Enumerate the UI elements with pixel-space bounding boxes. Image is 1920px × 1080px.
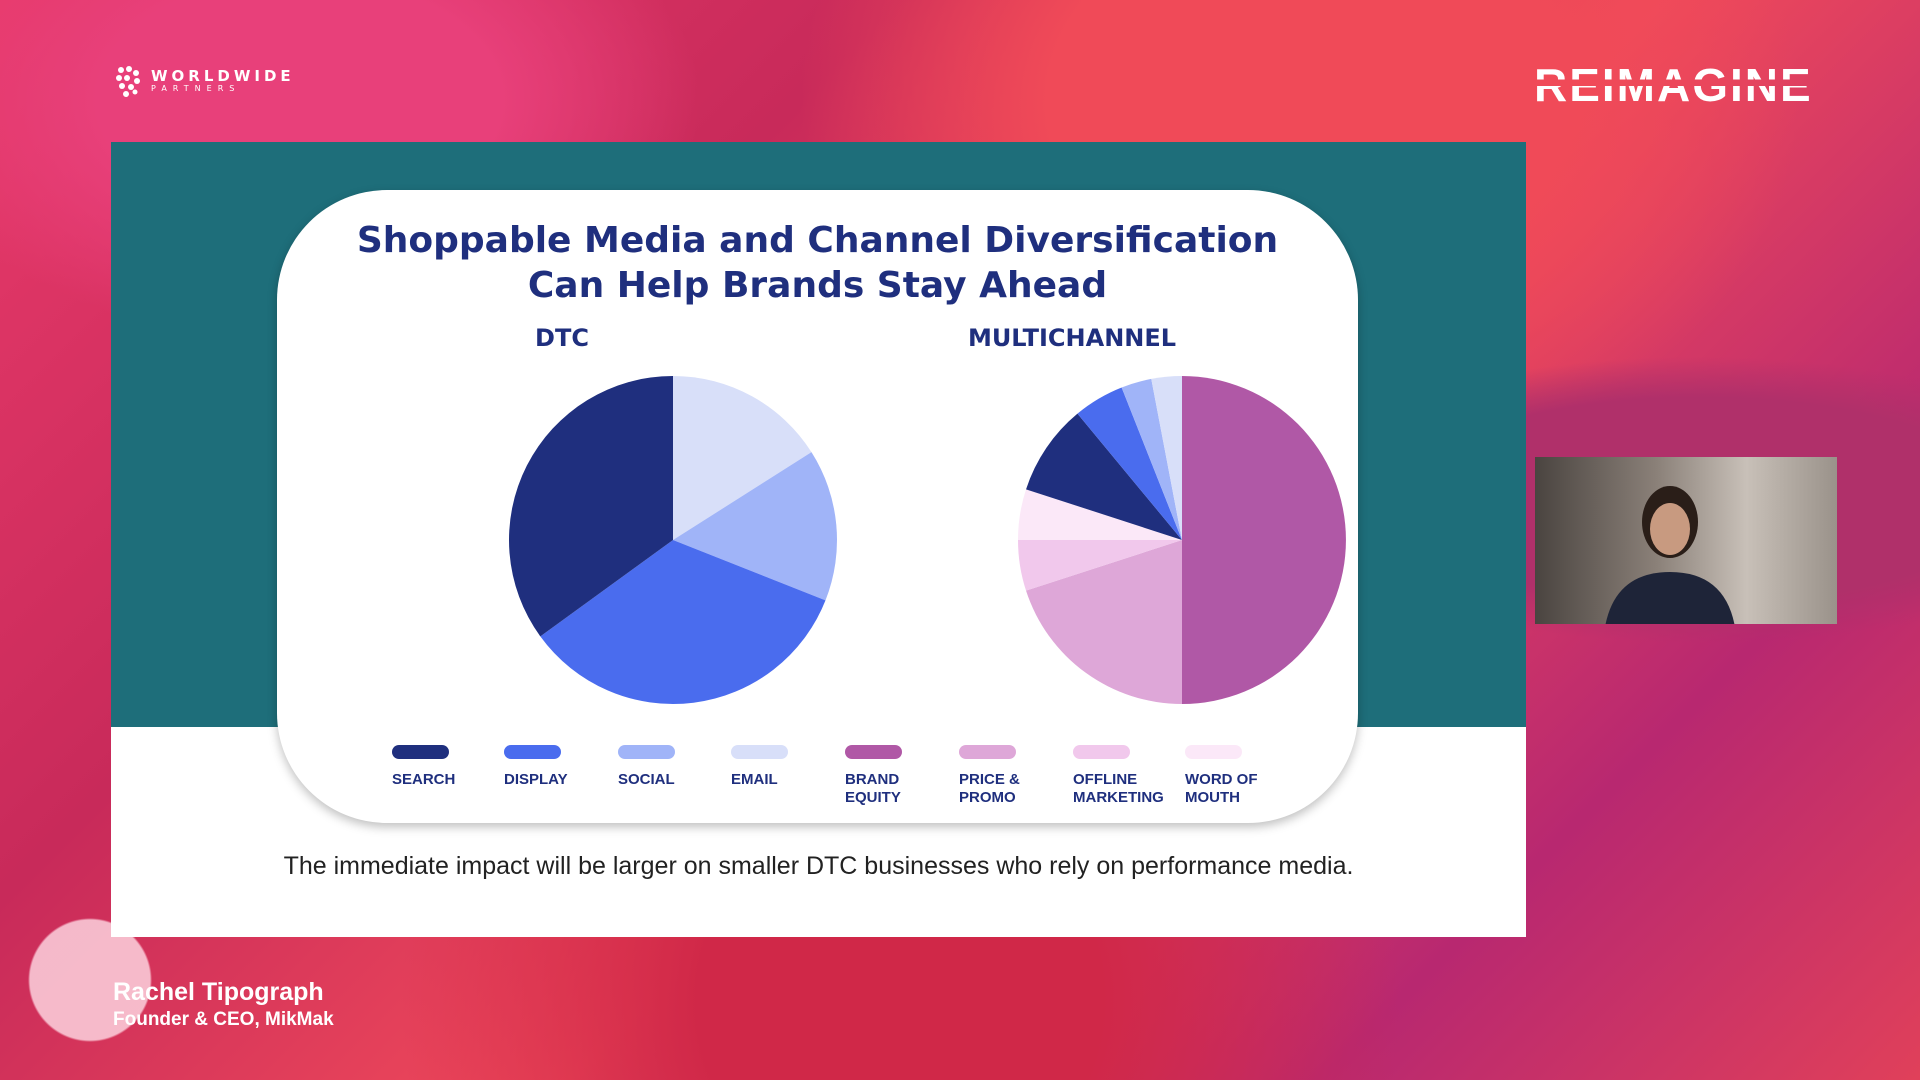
speaker-name: Rachel Tipograph — [113, 978, 324, 1006]
legend-swatch — [618, 745, 675, 759]
slide-caption: The immediate impact will be larger on s… — [283, 852, 1354, 880]
speaker-role: Founder & CEO, MikMak — [113, 1009, 334, 1030]
title-line2: Can Help Brands Stay Ahead — [527, 265, 1108, 306]
multichannel-slice-email — [1151, 376, 1182, 540]
legend-label: PRICE & PROMO — [959, 771, 1020, 806]
legend-label: SOCIAL — [618, 771, 675, 788]
multichannel-slice-price-promo — [1026, 540, 1182, 704]
presentation-slide: Shoppable Media and Channel Diversificat… — [111, 142, 1526, 937]
speaker-video — [1535, 457, 1837, 624]
legend-swatch — [392, 745, 449, 759]
legend-item: BRAND EQUITY — [845, 745, 955, 807]
logo-line1: WORLDWIDE — [151, 67, 295, 85]
legend-swatch — [504, 745, 561, 759]
multichannel-slice-word-of-mouth — [1018, 489, 1182, 540]
worldwide-partners-logo: WORLDWIDE PARTNERS — [113, 64, 295, 98]
legend-label: BRAND EQUITY — [845, 771, 901, 806]
multichannel-slice-social — [1121, 378, 1182, 540]
legend-swatch — [1185, 745, 1242, 759]
dtc-pie-title: DTC — [535, 324, 589, 352]
dtc-slice-search — [509, 376, 673, 637]
logo-line2: PARTNERS — [151, 84, 241, 93]
legend-item: SEARCH — [392, 745, 502, 789]
multichannel-slice-display — [1077, 387, 1182, 540]
legend-label: SEARCH — [392, 771, 456, 788]
multichannel-slice-search — [1026, 413, 1182, 540]
legend-item: PRICE & PROMO — [959, 745, 1069, 807]
legend-label: EMAIL — [731, 771, 778, 788]
title-line1: Shoppable Media and Channel Diversificat… — [356, 220, 1279, 261]
legend-label: OFFLINE MARKETING — [1073, 771, 1164, 806]
legend-label: WORD OF MOUTH — [1185, 771, 1258, 806]
legend-label: DISPLAY — [504, 771, 568, 788]
legend-swatch — [1073, 745, 1130, 759]
chart-card: Shoppable Media and Channel Diversificat… — [277, 190, 1358, 823]
dtc-slice-display — [540, 540, 826, 704]
speaker-silhouette — [1605, 486, 1735, 624]
reimagine-logo: REIMAGINE — [1534, 59, 1813, 111]
multichannel-slice-offline-marketing — [1018, 540, 1182, 591]
legend-item: EMAIL — [731, 745, 841, 789]
dtc-slice-social — [673, 452, 837, 601]
multichannel-slice-brand-equity — [1182, 376, 1346, 704]
legend-item: SOCIAL — [618, 745, 728, 789]
speaker-lower-third: Rachel Tipograph Founder & CEO, MikMak — [113, 978, 334, 1031]
legend-swatch — [731, 745, 788, 759]
multichannel-pie-title: MULTICHANNEL — [967, 324, 1177, 352]
legend-item: OFFLINE MARKETING — [1073, 745, 1183, 807]
legend-item: DISPLAY — [504, 745, 614, 789]
legend-swatch — [845, 745, 902, 759]
slide-title: Shoppable Media and Channel Diversificat… — [277, 218, 1358, 308]
dtc-slice-email — [673, 376, 812, 540]
pie-charts — [509, 376, 1346, 704]
legend-swatch — [959, 745, 1016, 759]
legend-item: WORD OF MOUTH — [1185, 745, 1295, 807]
globe-logo-icon — [116, 66, 140, 97]
